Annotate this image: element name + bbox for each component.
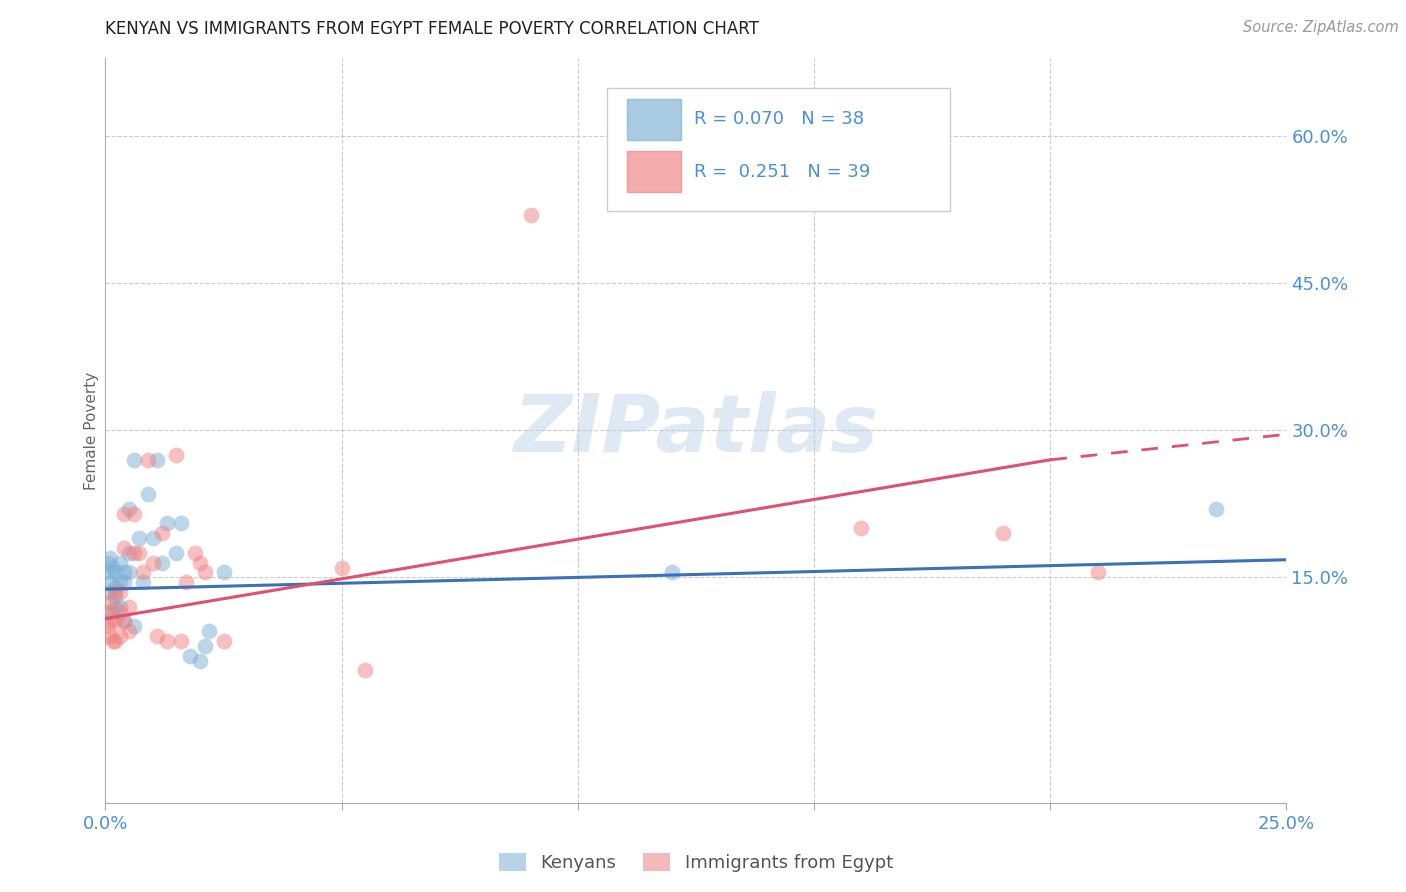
Point	[112, 566, 135, 580]
Point	[519, 208, 541, 222]
Text: Source: ZipAtlas.com: Source: ZipAtlas.com	[1243, 20, 1399, 35]
Point	[142, 531, 165, 545]
Point	[851, 521, 873, 535]
Point	[98, 595, 121, 609]
Point	[101, 634, 124, 648]
Point	[136, 487, 159, 501]
Point	[132, 566, 155, 580]
FancyBboxPatch shape	[627, 151, 681, 192]
Point	[128, 546, 150, 560]
Point	[194, 639, 217, 653]
Point	[991, 526, 1014, 541]
Point	[98, 629, 121, 643]
FancyBboxPatch shape	[607, 87, 950, 211]
Point	[104, 599, 127, 614]
Point	[212, 566, 235, 580]
Point	[142, 556, 165, 570]
FancyBboxPatch shape	[627, 99, 681, 140]
Point	[150, 556, 173, 570]
Point	[112, 615, 135, 629]
Point	[101, 560, 124, 574]
Text: R =  0.251   N = 39: R = 0.251 N = 39	[693, 163, 870, 181]
Point	[146, 629, 169, 643]
Point	[136, 452, 159, 467]
Point	[112, 575, 135, 590]
Point	[104, 566, 127, 580]
Legend: Kenyans, Immigrants from Egypt: Kenyans, Immigrants from Egypt	[492, 846, 900, 880]
Point	[179, 648, 201, 663]
Point	[118, 546, 141, 560]
Point	[112, 615, 135, 629]
Point	[108, 575, 131, 590]
Point	[97, 605, 120, 619]
Point	[98, 585, 121, 599]
Point	[165, 448, 187, 462]
Point	[108, 556, 131, 570]
Text: ZIPatlas: ZIPatlas	[513, 392, 879, 469]
Point	[132, 575, 155, 590]
Point	[170, 516, 193, 531]
Point	[146, 452, 169, 467]
Point	[104, 590, 127, 604]
Point	[108, 629, 131, 643]
Point	[108, 585, 131, 599]
Point	[188, 654, 211, 668]
Point	[1087, 566, 1109, 580]
Point	[104, 580, 127, 594]
Point	[156, 634, 179, 648]
Point	[165, 546, 187, 560]
Point	[122, 619, 145, 633]
Point	[661, 566, 683, 580]
Y-axis label: Female Poverty: Female Poverty	[83, 371, 98, 490]
Point	[354, 664, 377, 678]
Point	[97, 566, 120, 580]
Point	[150, 526, 173, 541]
Point	[118, 566, 141, 580]
Point	[101, 605, 124, 619]
Point	[112, 541, 135, 555]
Text: R = 0.070   N = 38: R = 0.070 N = 38	[693, 110, 863, 128]
Point	[112, 507, 135, 521]
Point	[122, 546, 145, 560]
Point	[98, 575, 121, 590]
Point	[97, 619, 120, 633]
Point	[108, 605, 131, 619]
Point	[122, 507, 145, 521]
Point	[1205, 501, 1227, 516]
Point	[104, 585, 127, 599]
Point	[198, 624, 221, 639]
Point	[212, 634, 235, 648]
Point	[118, 624, 141, 639]
Point	[128, 531, 150, 545]
Point	[188, 556, 211, 570]
Point	[174, 575, 197, 590]
Point	[98, 615, 121, 629]
Point	[194, 566, 217, 580]
Point	[104, 634, 127, 648]
Point	[170, 634, 193, 648]
Point	[118, 501, 141, 516]
Point	[98, 550, 121, 565]
Point	[156, 516, 179, 531]
Point	[108, 599, 131, 614]
Point	[330, 560, 353, 574]
Point	[97, 556, 120, 570]
Point	[122, 452, 145, 467]
Point	[118, 599, 141, 614]
Point	[104, 615, 127, 629]
Text: KENYAN VS IMMIGRANTS FROM EGYPT FEMALE POVERTY CORRELATION CHART: KENYAN VS IMMIGRANTS FROM EGYPT FEMALE P…	[105, 20, 759, 37]
Point	[184, 546, 207, 560]
